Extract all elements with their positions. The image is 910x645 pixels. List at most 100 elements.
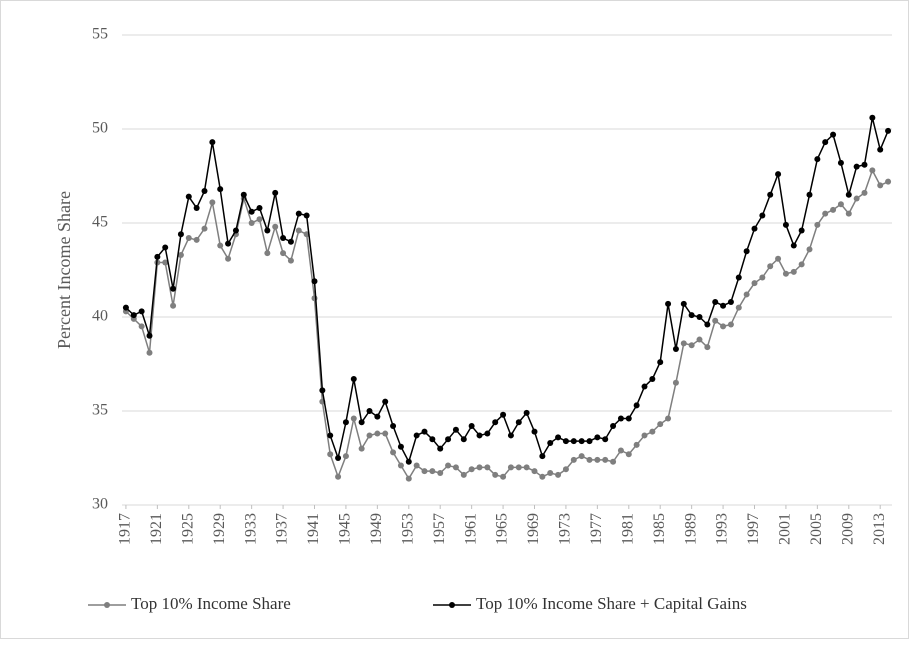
y-tick-label: 40 [92, 308, 108, 325]
series-marker [704, 321, 711, 328]
series-marker [225, 255, 232, 262]
series-marker [264, 227, 271, 234]
series-marker [688, 342, 695, 349]
x-tick-label: 1941 [305, 513, 322, 545]
x-tick-label: 1957 [431, 513, 448, 545]
series-marker [594, 456, 601, 463]
series-marker [154, 253, 161, 260]
x-tick-label: 1917 [117, 513, 134, 545]
series-marker [845, 191, 852, 198]
x-tick-label: 1981 [619, 513, 636, 545]
series-marker [727, 321, 734, 328]
series-marker [272, 223, 279, 230]
series-marker [350, 415, 357, 422]
series-marker [342, 453, 349, 460]
x-tick-label: 1989 [682, 513, 699, 545]
series-marker [476, 432, 483, 439]
series-marker [782, 270, 789, 277]
series-marker [578, 438, 585, 445]
series-marker [122, 304, 129, 311]
x-tick-label: 1953 [399, 513, 416, 545]
series-marker [680, 340, 687, 347]
series-marker [429, 436, 436, 443]
series-marker [225, 240, 232, 247]
series-marker [413, 432, 420, 439]
x-tick-label: 1985 [651, 513, 668, 545]
series-marker [822, 139, 829, 146]
series-marker [382, 430, 389, 437]
series-marker [767, 263, 774, 270]
series-marker [696, 314, 703, 320]
series-marker [853, 163, 860, 170]
series-marker [209, 139, 216, 146]
series-marker [727, 298, 734, 305]
series-marker [146, 332, 153, 339]
series-marker [672, 345, 679, 352]
series-marker [790, 268, 797, 275]
series-marker [861, 161, 868, 168]
series-marker [327, 451, 334, 458]
series-marker [539, 473, 546, 480]
series-marker [452, 464, 459, 471]
series-marker [547, 439, 554, 446]
series-marker [437, 470, 444, 477]
series-marker [138, 323, 145, 330]
x-tick-label: 1925 [179, 513, 196, 545]
series-marker [311, 278, 318, 285]
series-marker [720, 302, 727, 309]
series-marker [602, 436, 609, 443]
series-marker [366, 408, 373, 414]
series-marker [751, 280, 758, 287]
series-marker [767, 191, 774, 198]
series-marker [877, 182, 884, 189]
series-marker [405, 458, 412, 465]
series-marker [460, 436, 467, 443]
series-marker [562, 438, 569, 445]
series-marker [869, 114, 876, 121]
series-marker [712, 317, 719, 324]
series-marker [303, 212, 310, 219]
legend-label: Top 10% Income Share [131, 594, 291, 613]
series-marker [452, 426, 459, 433]
series-marker [751, 225, 758, 232]
series-marker [798, 261, 805, 268]
series-marker [170, 285, 177, 292]
x-tick-label: 2013 [871, 513, 888, 545]
x-tick-label: 1969 [525, 513, 542, 545]
series-marker [319, 387, 326, 394]
series-marker [861, 189, 868, 196]
series-marker [782, 221, 789, 228]
series-marker [162, 259, 169, 266]
series-marker [287, 238, 294, 245]
series-marker [185, 193, 192, 200]
series-marker [201, 188, 208, 195]
series-marker [272, 189, 279, 196]
series-marker [374, 430, 381, 437]
series-marker [437, 445, 444, 452]
series-marker [397, 462, 404, 469]
legend-label: Top 10% Income Share + Capital Gains [476, 594, 747, 613]
series-marker [649, 428, 656, 435]
series-marker [193, 236, 200, 243]
series-marker [633, 402, 640, 409]
series-marker [507, 432, 514, 439]
x-tick-label: 2001 [777, 513, 794, 545]
series-marker [248, 220, 255, 226]
series-marker [845, 210, 852, 217]
series-marker [735, 304, 742, 311]
series-marker [720, 323, 727, 330]
series-marker [633, 441, 640, 448]
series-marker [743, 291, 750, 298]
series-marker [523, 409, 530, 416]
x-tick-label: 1937 [274, 513, 291, 545]
series-marker [531, 428, 538, 435]
series-marker [217, 242, 224, 249]
series-marker [814, 221, 821, 228]
series-marker [476, 464, 483, 471]
series-marker [500, 411, 507, 418]
legend-marker [449, 602, 455, 608]
series-marker [287, 257, 294, 264]
series-marker [665, 415, 672, 422]
